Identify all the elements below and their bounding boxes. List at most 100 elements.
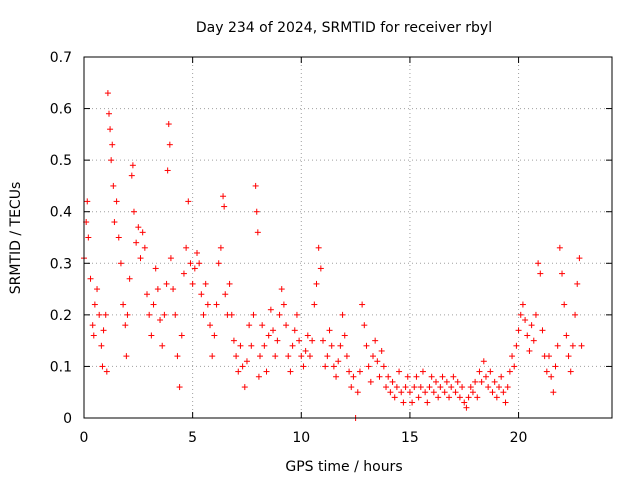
data-point [298,353,305,360]
data-point [498,373,505,380]
data-point [456,394,463,401]
data-point [170,286,177,293]
data-point [454,378,461,385]
data-point [252,182,259,189]
data-point [302,347,309,354]
data-point [446,394,453,401]
data-point [548,373,555,380]
data-point [376,373,383,380]
x-tick-label: 5 [188,430,197,446]
data-point [341,332,348,339]
data-point [491,378,498,385]
data-point [141,244,148,251]
axis-ticks [83,56,612,419]
data-point [489,389,496,396]
data-point [561,301,568,308]
chart-title: Day 234 of 2024, SRMTID for receiver rby… [196,20,492,36]
data-point [196,260,203,267]
data-point [220,193,227,200]
y-tick-label: 0.7 [50,50,72,66]
data-point [98,342,105,349]
data-point [461,399,468,406]
data-point [120,301,127,308]
data-point [117,260,124,267]
data-point [511,363,518,370]
x-tick-labels: 0 5 10 15 20 [80,430,528,446]
data-point [472,378,479,385]
data-point [130,208,137,215]
data-point [172,311,179,318]
data-point [235,368,242,375]
data-point [465,394,472,401]
data-point [324,353,331,360]
data-point [476,368,483,375]
data-point [556,244,563,251]
data-point [263,368,270,375]
data-point [84,198,91,205]
data-point [356,368,363,375]
data-point [272,353,279,360]
data-point [161,311,168,318]
data-point [374,358,381,365]
data-point [343,353,350,360]
data-point [191,265,198,272]
data-point [419,368,426,375]
data-point [254,229,261,236]
data-point [267,306,274,313]
data-point [539,327,546,334]
data-point [139,229,146,236]
data-point [204,301,211,308]
data-point [157,317,164,324]
data-point [435,394,442,401]
data-point [367,378,374,385]
data-point [532,311,539,318]
data-point [239,363,246,370]
data-point [274,337,281,344]
data-point [146,311,153,318]
data-point [250,311,257,318]
y-tick-label: 0 [63,411,72,427]
data-point [167,255,174,262]
data-point [513,342,520,349]
data-point [359,301,366,308]
data-point [574,280,581,287]
data-point [350,373,357,380]
grid-lines [84,57,612,418]
data-point [115,234,122,241]
data-point [280,301,287,308]
data-point [554,342,561,349]
data-point [396,368,403,375]
data-point [123,353,130,360]
data-point [578,342,585,349]
data-point [567,368,574,375]
data-point [237,342,244,349]
data-point [248,342,255,349]
data-point [215,260,222,267]
data-point [154,286,161,293]
data-point [253,208,260,215]
data-point [378,347,385,354]
data-point [144,291,151,298]
data-point [283,322,290,329]
data-point [174,353,181,360]
data-point [198,291,205,298]
data-point [467,384,474,391]
data-point [496,384,503,391]
data-point [385,373,392,380]
data-point [311,301,318,308]
data-point [176,384,183,391]
data-point [543,368,550,375]
data-point [200,311,207,318]
data-point [506,368,513,375]
data-point [404,373,411,380]
x-tick-label: 20 [510,430,528,446]
data-point [393,384,400,391]
y-axis-label: SRMTID / TECUs [8,182,24,295]
data-point [572,311,579,318]
data-point [189,280,196,287]
data-points [81,90,585,421]
data-point [487,368,494,375]
data-point [207,322,214,329]
data-point [91,301,98,308]
data-point [413,373,420,380]
